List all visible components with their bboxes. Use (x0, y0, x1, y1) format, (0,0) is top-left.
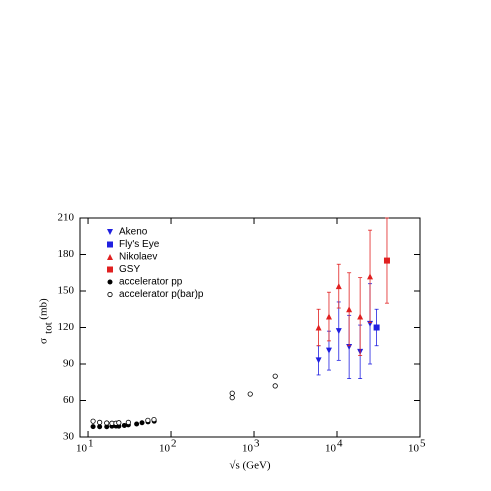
legend-label: accelerator pp (119, 277, 183, 288)
x-tick-label: 10 (242, 443, 254, 455)
marker (357, 313, 364, 320)
x-tick-label: 10 (408, 443, 420, 455)
marker (229, 395, 235, 401)
x-tick-label: 10 (325, 443, 337, 455)
marker (145, 417, 151, 423)
marker (125, 419, 131, 425)
legend-marker (107, 279, 113, 285)
marker (104, 420, 110, 426)
marker (373, 324, 380, 331)
marker (121, 422, 127, 428)
x-tick-exponent: 4 (337, 438, 343, 450)
legend-marker (107, 229, 113, 235)
marker (346, 306, 353, 313)
marker (247, 391, 253, 397)
marker (367, 273, 374, 280)
marker (104, 424, 110, 430)
legend-label: GSY (119, 264, 140, 275)
marker (151, 417, 157, 423)
x-tick-exponent: 2 (171, 438, 177, 450)
legend-marker (107, 291, 113, 298)
marker (97, 424, 103, 430)
marker (335, 283, 342, 290)
y-tick-label: 30 (63, 431, 75, 443)
y-tick-label: 150 (58, 285, 75, 297)
x-tick-exponent: 3 (254, 438, 260, 450)
marker (272, 373, 278, 379)
marker (229, 390, 235, 396)
x-tick-exponent: 1 (88, 438, 94, 450)
marker (315, 357, 322, 364)
marker (139, 420, 145, 426)
marker (383, 257, 390, 264)
y-tick-label: 180 (58, 248, 75, 260)
marker (97, 419, 103, 425)
marker (134, 421, 140, 427)
y-tick-label: 60 (63, 394, 75, 406)
legend-label: accelerator p(bar)p (119, 289, 204, 300)
x-tick-label: 10 (76, 443, 88, 455)
marker (90, 424, 96, 430)
y-label-symbol: σ (38, 338, 50, 344)
y-tick-label: 120 (58, 321, 75, 333)
y-label-subscript: tot (43, 322, 55, 334)
legend-label: Fly's Eye (119, 239, 160, 250)
marker (335, 328, 342, 335)
y-tick-label: 90 (63, 358, 75, 370)
marker (272, 383, 278, 389)
legend-marker (107, 254, 113, 260)
marker (90, 418, 96, 424)
marker (315, 324, 322, 331)
marker (325, 347, 332, 354)
y-axis-label: σ tot (mb) (38, 298, 55, 344)
marker (116, 420, 122, 426)
x-axis-label: √s (GeV) (229, 460, 271, 472)
legend-label: Nikolaev (119, 252, 157, 263)
legend-marker (107, 241, 113, 248)
y-tick-label: 210 (58, 212, 75, 224)
x-tick-label: 10 (159, 443, 171, 455)
x-tick-exponent: 5 (420, 438, 426, 450)
y-label-unit: (mb) (38, 298, 50, 320)
legend-label: Akeno (119, 227, 148, 238)
legend-marker (107, 266, 113, 273)
marker (325, 313, 332, 320)
